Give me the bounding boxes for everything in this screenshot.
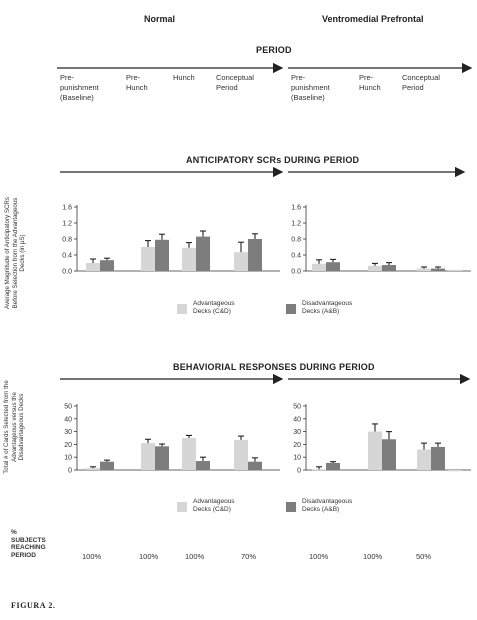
y-tick-label: 40 — [64, 416, 72, 423]
bar — [312, 263, 326, 271]
phase-label-vmpfc-2: Pre- Hunch — [359, 73, 381, 92]
bar — [326, 462, 340, 470]
phase-label-normal-3: Hunch — [173, 73, 195, 82]
bar — [182, 438, 196, 470]
bar — [100, 260, 114, 271]
y-tick-label: 0.0 — [291, 269, 301, 276]
y-tick-label: 30 — [64, 429, 72, 436]
bar — [431, 446, 445, 470]
bar — [448, 269, 462, 271]
bar — [368, 265, 382, 271]
legend-label-advantageous-scr: Advantageous Decks (C&D) — [193, 300, 235, 315]
bar — [431, 268, 445, 271]
bar — [155, 446, 169, 470]
bar — [141, 443, 155, 470]
subjects-pct-normal-3: 100% — [185, 552, 205, 561]
period-header: PERIOD — [256, 45, 292, 55]
legend-label-disadvantageous-scr: Disadvantageous Decks (A&B) — [302, 300, 353, 315]
subjects-reaching-label: % SUBJECTS REACHING PERIOD — [11, 529, 46, 559]
y-tick-label: 20 — [64, 442, 72, 449]
phase-label-normal-4: Conceptual Period — [216, 73, 254, 92]
bar — [382, 265, 396, 271]
phase-label-normal-1: Pre- punishment (Baseline) — [60, 73, 99, 102]
bar — [312, 469, 326, 471]
bar — [448, 470, 462, 472]
bar — [182, 247, 196, 271]
subjects-pct-vmpfc-2: 100% — [363, 552, 383, 561]
bar — [248, 461, 262, 470]
legend-swatch-advantageous-behavior — [177, 502, 187, 512]
y-tick-label: 1.6 — [291, 205, 301, 212]
y-tick-label: 50 — [64, 404, 72, 411]
scr-header: ANTICIPATORY SCRs DURING PERIOD — [186, 155, 360, 165]
legend-swatch-disadvantageous-scr — [286, 304, 296, 314]
y-tick-label: 40 — [293, 416, 301, 423]
bar — [326, 262, 340, 271]
phase-label-normal-2: Pre- Hunch — [126, 73, 148, 92]
subjects-pct-vmpfc-1: 100% — [309, 552, 329, 561]
bar — [196, 236, 210, 271]
group-title-vmpfc: Ventromedial Prefrontal — [322, 14, 424, 24]
bar — [368, 431, 382, 470]
y-tick-label: 10 — [293, 455, 301, 462]
phase-label-vmpfc-3: Conceptual Period — [402, 73, 440, 92]
bar — [86, 468, 100, 470]
y-tick-label: 30 — [293, 429, 301, 436]
bar — [86, 263, 100, 271]
subjects-pct-vmpfc-3: 50% — [416, 552, 432, 561]
legend-swatch-advantageous-scr — [177, 304, 187, 314]
y-tick-label: 0 — [297, 468, 301, 475]
subjects-pct-normal-4: 70% — [241, 552, 257, 561]
behavior-header: BEHAVIORIAL RESPONSES DURING PERIOD — [173, 362, 375, 372]
bar — [417, 268, 431, 271]
bar — [196, 461, 210, 470]
legend-label-disadvantageous-behavior: Disadvantageous Decks (A&B) — [302, 498, 353, 513]
figure-label: FIGURA 2. — [11, 601, 56, 610]
y-tick-label: 0.4 — [291, 253, 301, 260]
bar — [155, 239, 169, 271]
legend-label-advantageous-behavior: Advantageous Decks (C&D) — [193, 498, 235, 513]
bar — [141, 247, 155, 271]
y-tick-label: 10 — [64, 455, 72, 462]
bar — [100, 461, 114, 470]
bar — [417, 449, 431, 470]
y-tick-label: 1.6 — [62, 205, 72, 212]
y-tick-label: 20 — [293, 442, 301, 449]
y-tick-label: 1.2 — [291, 221, 301, 228]
y-tick-label: 50 — [293, 404, 301, 411]
subjects-pct-normal-2: 100% — [139, 552, 159, 561]
bar — [234, 439, 248, 470]
y-tick-label: 1.2 — [62, 221, 72, 228]
group-title-normal: Normal — [144, 14, 176, 24]
subjects-pct-normal-1: 100% — [82, 552, 102, 561]
bar — [248, 239, 262, 271]
y-tick-label: 0.0 — [62, 269, 72, 276]
bar — [382, 439, 396, 470]
bar — [234, 252, 248, 271]
legend-swatch-disadvantageous-behavior — [286, 502, 296, 512]
y-tick-label: 0.4 — [62, 253, 72, 260]
phase-label-vmpfc-1: Pre- punishment (Baseline) — [291, 73, 330, 102]
y-tick-label: 0.8 — [62, 237, 72, 244]
y-tick-label: 0 — [68, 468, 72, 475]
y-tick-label: 0.8 — [291, 237, 301, 244]
